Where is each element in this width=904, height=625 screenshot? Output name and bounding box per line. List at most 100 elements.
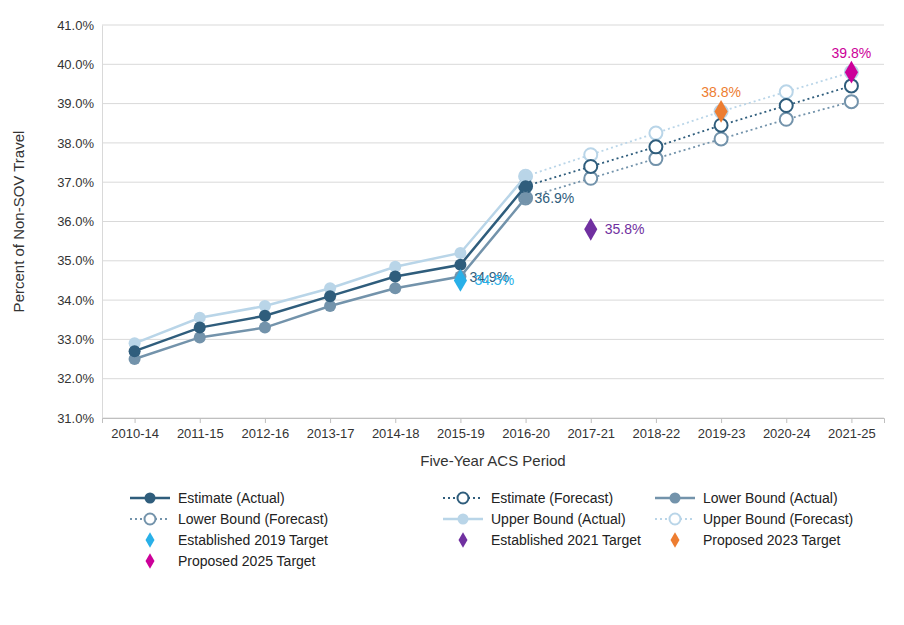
data-label: 34.5%	[474, 272, 514, 288]
x-tick-label: 2018-22	[633, 426, 681, 441]
x-tick-label: 2017-21	[567, 426, 615, 441]
data-label: 38.8%	[701, 84, 741, 100]
grid-line	[102, 221, 884, 222]
series	[129, 170, 532, 349]
series	[129, 192, 532, 365]
x-tick: 2017-21	[567, 418, 615, 441]
legend-entry: Estimate (Forecast)	[443, 490, 613, 506]
y-tick-label: 41.0%	[57, 18, 94, 33]
series-marker	[129, 345, 141, 357]
legend-marker	[145, 493, 156, 504]
x-tick-mark	[330, 418, 331, 423]
x-tick-label: 2012-16	[242, 426, 290, 441]
grid	[102, 25, 884, 418]
series-marker	[845, 95, 858, 108]
x-tick-mark	[656, 418, 657, 423]
grid-line	[102, 300, 884, 301]
x-tick-mark	[721, 418, 722, 423]
series-line	[135, 198, 526, 359]
legend-marker	[458, 493, 469, 504]
series-marker	[649, 140, 662, 153]
data-label: 39.8%	[832, 45, 872, 61]
legend-marker	[146, 553, 155, 569]
legend-entry: Proposed 2025 Target	[146, 553, 316, 569]
legend: Estimate (Actual) Estimate (Forecast) Lowe…	[130, 490, 853, 569]
grid-line	[102, 339, 884, 340]
x-tick: 2016-20	[502, 418, 550, 441]
x-tick-label: 2021-25	[828, 426, 876, 441]
series-marker	[454, 247, 466, 259]
x-axis-line	[103, 419, 885, 424]
y-tick: 39.0%	[57, 96, 102, 111]
series	[519, 95, 858, 204]
y-tick-label: 37.0%	[57, 175, 94, 190]
legend-entry: Proposed 2023 Target	[671, 532, 841, 548]
series	[519, 66, 858, 183]
y-tick-label: 38.0%	[57, 136, 94, 151]
y-tick: 33.0%	[57, 332, 102, 347]
grid-line	[102, 103, 884, 104]
grid-line	[102, 378, 884, 379]
x-tick-mark	[135, 418, 136, 423]
x-tick-mark	[200, 418, 201, 423]
series-line	[526, 72, 852, 176]
x-tick-mark	[265, 418, 266, 423]
data-label: 35.8%	[605, 221, 645, 237]
x-tick-label: 2020-24	[763, 426, 811, 441]
y-axis: 31.0%32.0%33.0%34.0%35.0%36.0%37.0%38.0%…	[57, 18, 102, 426]
x-tick-mark	[851, 418, 852, 423]
x-tick: 2021-25	[828, 418, 876, 441]
series-marker	[259, 322, 271, 334]
x-tick-label: 2016-20	[502, 426, 550, 441]
grid-line	[102, 260, 884, 261]
legend-marker	[670, 514, 681, 525]
series-marker	[780, 99, 793, 112]
y-tick-label: 33.0%	[57, 332, 94, 347]
grid-line	[102, 142, 884, 143]
legend-marker	[145, 514, 156, 525]
data-label: 36.9%	[535, 190, 575, 206]
legend-entry: Estimate (Actual)	[130, 490, 285, 506]
series-marker	[259, 310, 271, 322]
y-tick-label: 39.0%	[57, 96, 94, 111]
y-tick: 34.0%	[57, 293, 102, 308]
legend-entry: Lower Bound (Actual)	[655, 490, 838, 506]
series-marker	[780, 85, 793, 98]
legend-label: Proposed 2025 Target	[178, 553, 316, 569]
legend-marker	[671, 532, 680, 548]
y-axis-line	[102, 26, 103, 419]
legend-entry: Established 2019 Target	[146, 532, 329, 548]
x-tick-mark	[460, 418, 461, 423]
chart: 31.0%32.0%33.0%34.0%35.0%36.0%37.0%38.0%…	[0, 0, 904, 625]
grid-line	[102, 25, 884, 26]
grid-line	[102, 64, 884, 65]
x-tick-label: 2011-15	[177, 426, 224, 441]
x-tick: 2013-17	[307, 418, 355, 441]
y-tick: 36.0%	[57, 214, 102, 229]
x-tick-mark	[526, 418, 527, 423]
y-tick: 41.0%	[57, 18, 102, 33]
x-tick: 2015-19	[437, 418, 485, 441]
x-tick: 2011-15	[177, 418, 224, 441]
series-marker	[324, 290, 336, 302]
x-tick: 2019-23	[698, 418, 746, 441]
legend-entry: Upper Bound (Forecast)	[655, 511, 853, 527]
series-marker	[454, 269, 467, 292]
legend-label: Proposed 2023 Target	[703, 532, 841, 548]
x-tick-mark	[591, 418, 592, 423]
y-tick: 32.0%	[57, 371, 102, 386]
series	[454, 269, 467, 292]
x-tick-label: 2014-18	[372, 426, 420, 441]
x-tick-mark	[786, 418, 787, 423]
legend-label: Upper Bound (Actual)	[491, 511, 626, 527]
legend-entry: Established 2021 Target	[459, 532, 642, 548]
legend-entry: Upper Bound (Actual)	[443, 511, 626, 527]
series	[129, 180, 532, 357]
data-labels: 34.9%36.9%34.5%35.8%38.8%39.8%	[469, 45, 871, 288]
legend-marker	[459, 532, 468, 548]
x-tick-label: 2015-19	[437, 426, 485, 441]
series-line	[526, 86, 852, 186]
grid-line	[102, 182, 884, 183]
legend-marker	[146, 532, 155, 548]
legend-label: Estimate (Actual)	[178, 490, 285, 506]
